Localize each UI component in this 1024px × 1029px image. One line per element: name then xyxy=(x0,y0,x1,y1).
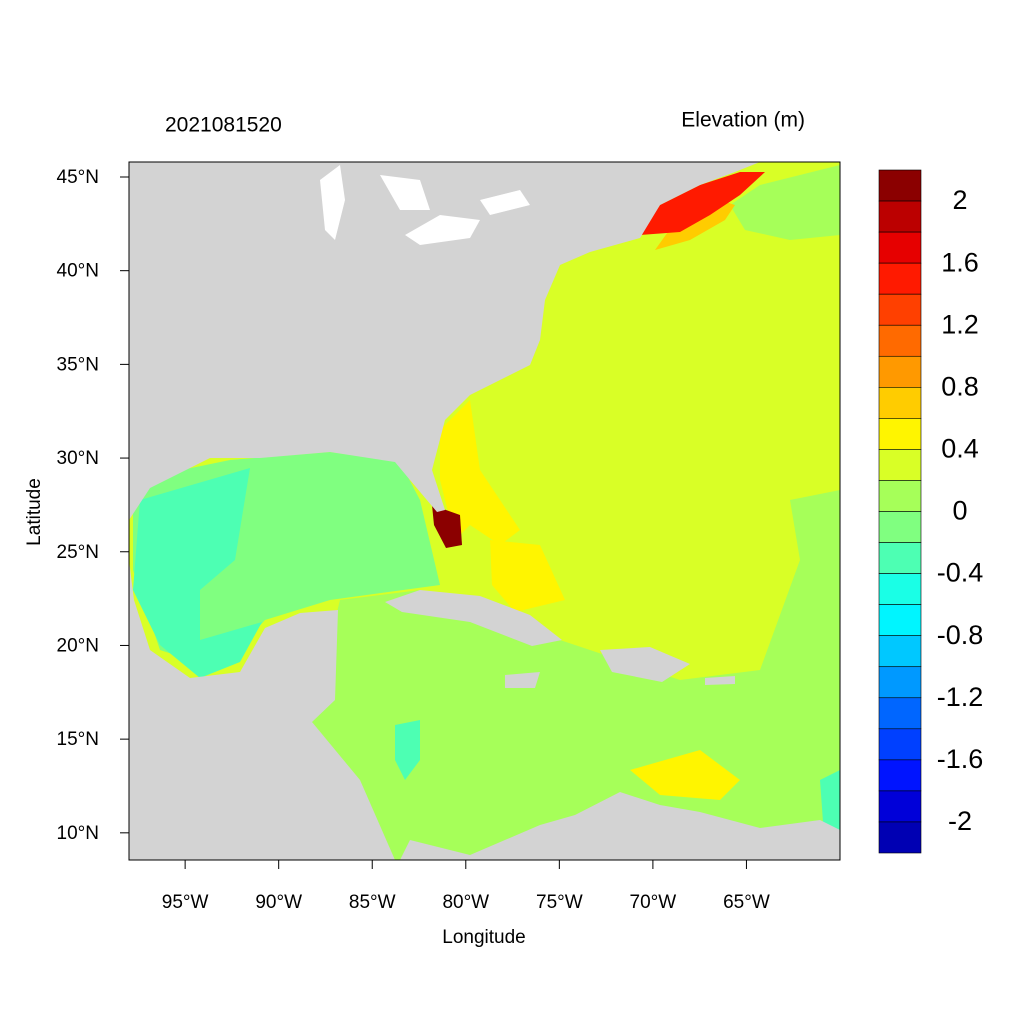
cuba-land xyxy=(385,590,562,646)
colorbar-band xyxy=(878,355,922,388)
south-america-land xyxy=(400,792,840,860)
x-tick-label: 90°W xyxy=(255,892,302,913)
colorbar-tick-label: -0.8 xyxy=(937,620,984,650)
colorbar-tick-label: -2 xyxy=(948,806,972,836)
west-gulf-field xyxy=(133,468,262,678)
colorbar-band xyxy=(878,511,922,543)
colorbar-tick-label: -1.6 xyxy=(937,744,984,774)
colorbar-band xyxy=(878,231,922,264)
x-tick-label: 80°W xyxy=(442,892,489,913)
y-tick-label: 40°N xyxy=(57,261,99,282)
colorbar-band xyxy=(878,387,922,419)
colorbar-band xyxy=(878,666,922,699)
florida-coast-field xyxy=(440,400,520,545)
colorbar-band xyxy=(878,759,922,792)
lake-huron xyxy=(380,175,430,210)
hispaniola-land xyxy=(600,647,690,682)
colorbar-band xyxy=(878,697,922,730)
x-tick-label: 70°W xyxy=(630,892,677,913)
colorbar-band xyxy=(878,635,922,668)
colorbar-band xyxy=(878,604,922,636)
colorbar-band xyxy=(878,418,922,450)
x-tick-label: 65°W xyxy=(723,892,770,913)
colorbar-band xyxy=(878,324,922,357)
lake-erie xyxy=(405,215,480,245)
bahamas-field xyxy=(490,540,565,612)
colorbar-band xyxy=(878,200,922,233)
colorbar-band xyxy=(878,542,922,574)
plot-frame xyxy=(128,161,841,861)
gulf-of-maine-field xyxy=(640,172,765,235)
lake-michigan xyxy=(320,165,345,240)
florida-surge-field xyxy=(432,505,462,548)
north-east-field xyxy=(730,165,840,240)
maine-field xyxy=(655,200,735,250)
x-tick-label: 75°W xyxy=(536,892,583,913)
colorbar-band xyxy=(878,728,922,761)
mexico-land xyxy=(129,560,395,860)
lake-ontario xyxy=(480,190,530,215)
colorbar-tick-label: 1.2 xyxy=(941,309,979,339)
elevation-field xyxy=(129,162,840,860)
colorbar-band xyxy=(878,169,922,202)
colorbar-band xyxy=(878,573,922,605)
y-tick-label: 30°N xyxy=(57,448,99,469)
colorbar-tick-label: 0 xyxy=(952,496,967,526)
y-axis-label: Latitude xyxy=(24,478,45,546)
jamaica-land xyxy=(505,672,540,688)
venezuela-field xyxy=(630,750,740,800)
colorbar-band xyxy=(878,293,922,326)
colorbar-band xyxy=(878,449,922,481)
y-tick-label: 10°N xyxy=(57,823,99,844)
y-tick-label: 35°N xyxy=(57,354,99,375)
colorbar-tick-label: 1.6 xyxy=(941,247,979,277)
north-america-land xyxy=(129,162,760,520)
map-title: 2021081520 xyxy=(165,114,282,137)
colorbar-tick-label: -0.4 xyxy=(937,558,984,588)
colorbar-band xyxy=(878,262,922,295)
y-tick-label: 25°N xyxy=(57,542,99,563)
colorbar-tick-label: 0.8 xyxy=(941,371,979,401)
colorbar-tick-label: 0.4 xyxy=(941,434,979,464)
colorbar-band xyxy=(878,821,922,854)
colorbar-tick-label: 2 xyxy=(952,185,967,215)
y-tick-label: 20°N xyxy=(57,635,99,656)
puerto-rico-land xyxy=(705,676,735,685)
y-tick-label: 45°N xyxy=(57,167,99,188)
colorbar-title: Elevation (m) xyxy=(681,109,805,132)
colorbar-band xyxy=(878,790,922,823)
central-field xyxy=(395,720,420,780)
x-tick-label: 95°W xyxy=(162,892,209,913)
x-axis-label: Longitude xyxy=(442,927,525,948)
axes: 95°W 90°W 85°W 80°W 75°W 70°W 65°W 10°N 15°N 20°N… xyxy=(57,167,984,913)
y-tick-label: 15°N xyxy=(57,729,99,750)
colorbar-tick-label: -1.2 xyxy=(937,682,984,712)
colorbar-band xyxy=(878,480,922,512)
x-tick-label: 85°W xyxy=(349,892,396,913)
